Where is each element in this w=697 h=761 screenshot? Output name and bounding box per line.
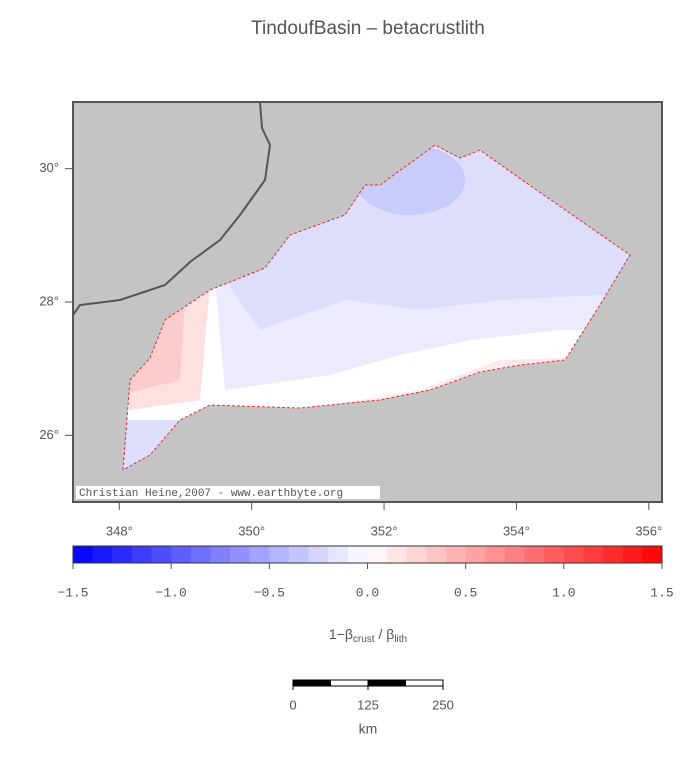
x-tick-label: 356°	[635, 523, 662, 538]
colorbar-swatch	[210, 546, 231, 563]
colorbar-swatch	[269, 546, 290, 563]
y-tick-label: 28°	[39, 293, 59, 308]
coastline	[72, 101, 272, 316]
scalebar-segment	[405, 679, 444, 687]
colorbar-swatch	[288, 546, 310, 563]
colorbar-swatch	[426, 546, 447, 563]
basin-outline	[122, 144, 631, 471]
colorbar-tick-label: −1.5	[57, 585, 88, 600]
scalebar-tick-label: 250	[432, 697, 454, 712]
colorbar-swatch	[642, 546, 663, 563]
colorbar-swatch	[151, 546, 172, 563]
colorbar-swatch	[387, 546, 408, 563]
colorbar-swatch	[249, 546, 270, 563]
colorbar-swatch	[73, 546, 94, 563]
colorbar-swatch	[544, 546, 565, 563]
colorbar-swatch	[622, 546, 643, 563]
credit: Christian Heine,2007 - www.earthbyte.org	[79, 488, 343, 500]
scalebar-segment	[330, 679, 369, 687]
scalebar-tick-label: 125	[357, 697, 379, 712]
colorbar-swatch	[92, 546, 113, 563]
scalebar-unit: km	[359, 721, 378, 737]
title: TindoufBasin – betacrustlith	[251, 18, 485, 39]
colorbar-swatch	[583, 546, 604, 563]
colorbar-swatch	[367, 546, 388, 563]
scalebar-tick-label: 0	[289, 697, 296, 712]
colorbar-swatch	[230, 546, 251, 563]
colorbar-swatch	[406, 546, 427, 563]
colorbar-swatch	[347, 546, 368, 563]
colorbar-swatch	[446, 546, 467, 563]
colorbar-swatch	[171, 546, 192, 563]
colorbar-tick-label: 0.5	[454, 585, 477, 600]
x-tick-label: 354°	[503, 523, 530, 538]
colorbar-swatch	[603, 546, 624, 563]
colorbar-swatch	[524, 546, 545, 563]
colorbar-label: 1−βcrust / βlith	[329, 626, 407, 645]
colorbar-tick-label: −1.0	[156, 585, 187, 600]
colorbar-tick-label: −0.5	[254, 585, 285, 600]
colorbar-swatch	[465, 546, 486, 563]
colorbar-swatch	[328, 546, 349, 563]
credit-box	[76, 486, 380, 499]
y-tick-label: 26°	[39, 427, 59, 442]
colorbar-tick-label: 1.5	[650, 585, 673, 600]
colorbar-tick-label: 0.0	[356, 585, 379, 600]
colorbar-swatch	[485, 546, 506, 563]
scalebar-segment	[292, 679, 331, 687]
colorbar-swatch	[563, 546, 584, 563]
scalebar-segment	[367, 679, 406, 687]
colorbar-swatch	[131, 546, 153, 563]
colorbar-tick-label: 1.0	[552, 585, 575, 600]
colorbar-swatch	[504, 546, 526, 563]
x-tick-label: 350°	[238, 523, 265, 538]
colorbar-swatch	[190, 546, 211, 563]
y-tick-label: 30°	[39, 160, 59, 175]
x-tick-label: 352°	[371, 523, 398, 538]
colorbar-swatch	[308, 546, 329, 563]
colorbar-swatch	[112, 546, 133, 563]
x-tick-label: 348°	[106, 523, 133, 538]
